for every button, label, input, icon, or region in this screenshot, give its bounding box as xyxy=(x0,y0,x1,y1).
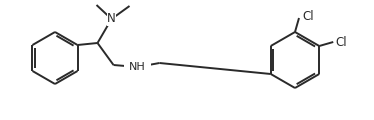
Text: Cl: Cl xyxy=(302,11,314,24)
Text: N: N xyxy=(107,12,116,26)
Text: Cl: Cl xyxy=(335,36,347,48)
Text: NH: NH xyxy=(129,62,146,72)
